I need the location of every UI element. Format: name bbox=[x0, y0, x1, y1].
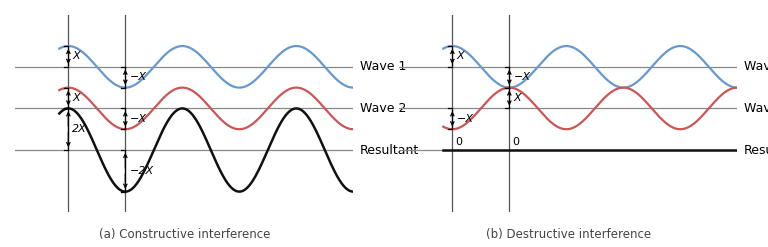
Text: −X: −X bbox=[456, 114, 473, 124]
Text: X: X bbox=[72, 51, 80, 62]
Text: −X: −X bbox=[129, 72, 147, 82]
Text: 0: 0 bbox=[513, 137, 520, 147]
Text: −X: −X bbox=[129, 114, 147, 124]
Text: (a) Constructive interference: (a) Constructive interference bbox=[98, 228, 270, 241]
Text: X: X bbox=[513, 93, 521, 103]
Text: Resultant: Resultant bbox=[744, 144, 768, 157]
Text: Wave 2: Wave 2 bbox=[360, 102, 406, 115]
Text: 2X: 2X bbox=[72, 124, 87, 134]
Text: X: X bbox=[72, 93, 80, 103]
Text: (b) Destructive interference: (b) Destructive interference bbox=[485, 228, 651, 241]
Text: Resultant: Resultant bbox=[360, 144, 419, 157]
Text: X: X bbox=[456, 51, 464, 62]
Text: −X: −X bbox=[513, 72, 531, 82]
Text: Wave 1: Wave 1 bbox=[360, 60, 406, 73]
Text: Wave 2: Wave 2 bbox=[744, 102, 768, 115]
Text: −2X: −2X bbox=[129, 166, 154, 176]
Text: Wave 1: Wave 1 bbox=[744, 60, 768, 73]
Text: 0: 0 bbox=[455, 137, 463, 147]
